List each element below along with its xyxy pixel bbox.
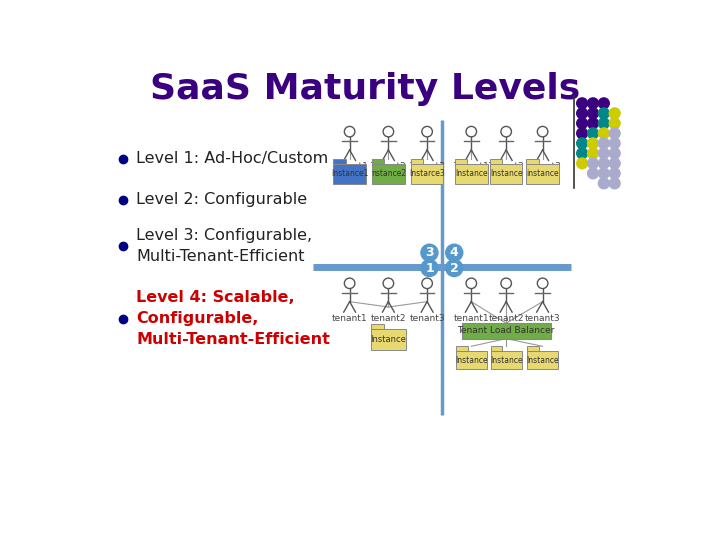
Circle shape <box>609 108 620 119</box>
Circle shape <box>446 260 463 276</box>
FancyBboxPatch shape <box>333 159 346 164</box>
Text: Instance: Instance <box>455 356 487 364</box>
FancyBboxPatch shape <box>526 159 539 164</box>
Text: Instance: Instance <box>490 170 523 178</box>
Circle shape <box>577 98 588 109</box>
Circle shape <box>577 158 588 168</box>
Circle shape <box>609 158 620 168</box>
Text: tenant2: tenant2 <box>371 314 406 323</box>
FancyBboxPatch shape <box>526 164 559 184</box>
Circle shape <box>598 98 609 109</box>
Text: Level 4: Scalable,
Configurable,
Multi-Tenant-Efficient: Level 4: Scalable, Configurable, Multi-T… <box>137 291 330 347</box>
Circle shape <box>577 138 588 148</box>
FancyBboxPatch shape <box>455 159 467 164</box>
FancyBboxPatch shape <box>490 351 522 369</box>
Circle shape <box>577 128 588 139</box>
FancyBboxPatch shape <box>371 324 384 329</box>
Text: nstance2: nstance2 <box>371 170 406 178</box>
Text: Instance: Instance <box>370 335 406 344</box>
Circle shape <box>446 244 463 261</box>
Text: Tenant2: Tenant2 <box>371 162 406 171</box>
Circle shape <box>598 148 609 159</box>
FancyBboxPatch shape <box>372 164 405 184</box>
Text: Instarce3: Instarce3 <box>409 170 445 178</box>
FancyBboxPatch shape <box>456 351 487 369</box>
Circle shape <box>609 168 620 179</box>
Text: Instance: Instance <box>490 356 523 364</box>
FancyBboxPatch shape <box>333 164 366 184</box>
Text: Tenant1: Tenant1 <box>332 162 368 171</box>
Circle shape <box>609 148 620 159</box>
Text: Tenant1: Tenant1 <box>454 162 489 171</box>
FancyBboxPatch shape <box>411 159 423 164</box>
Circle shape <box>577 108 588 119</box>
Text: Instance: Instance <box>455 170 487 178</box>
Circle shape <box>609 178 620 189</box>
Circle shape <box>577 148 588 159</box>
Circle shape <box>609 138 620 148</box>
Text: Instance: Instance <box>526 356 559 364</box>
Text: Instance1: Instance1 <box>331 170 369 178</box>
Text: Tenant3: Tenant3 <box>525 162 561 171</box>
Circle shape <box>598 158 609 168</box>
Circle shape <box>609 118 620 129</box>
Circle shape <box>588 138 598 148</box>
Circle shape <box>421 260 438 276</box>
Circle shape <box>421 244 438 261</box>
FancyBboxPatch shape <box>490 159 503 164</box>
Text: 1: 1 <box>425 261 434 274</box>
Circle shape <box>609 128 620 139</box>
Text: 4: 4 <box>450 246 459 259</box>
Text: tenant1: tenant1 <box>454 314 489 323</box>
Circle shape <box>577 118 588 129</box>
Circle shape <box>598 128 609 139</box>
Text: instance: instance <box>526 170 559 178</box>
Circle shape <box>588 98 598 109</box>
Text: tenant3: tenant3 <box>525 314 560 323</box>
FancyBboxPatch shape <box>411 164 444 184</box>
Circle shape <box>598 108 609 119</box>
Circle shape <box>598 138 609 148</box>
Circle shape <box>588 158 598 168</box>
FancyBboxPatch shape <box>490 346 503 351</box>
Circle shape <box>598 178 609 189</box>
Text: Level 1: Ad-Hoc/Custom: Level 1: Ad-Hoc/Custom <box>137 151 329 166</box>
Text: 3: 3 <box>425 246 433 259</box>
Circle shape <box>588 118 598 129</box>
FancyBboxPatch shape <box>462 323 551 339</box>
Text: tenant2: tenant2 <box>488 314 524 323</box>
Text: Tenant2: Tenant2 <box>488 162 524 171</box>
FancyBboxPatch shape <box>456 346 467 351</box>
FancyBboxPatch shape <box>527 346 539 351</box>
FancyBboxPatch shape <box>371 329 406 350</box>
Circle shape <box>598 118 609 129</box>
Text: Level 3: Configurable,
Multi-Tenant-Efficient: Level 3: Configurable, Multi-Tenant-Effi… <box>137 228 312 264</box>
FancyBboxPatch shape <box>490 164 523 184</box>
Circle shape <box>588 128 598 139</box>
FancyBboxPatch shape <box>372 159 384 164</box>
Text: SaaS Maturity Levels: SaaS Maturity Levels <box>150 72 580 106</box>
Circle shape <box>588 108 598 119</box>
Circle shape <box>588 148 598 159</box>
Text: tenant3: tenant3 <box>409 314 445 323</box>
FancyBboxPatch shape <box>455 164 487 184</box>
Text: Level 2: Configurable: Level 2: Configurable <box>137 192 307 207</box>
FancyBboxPatch shape <box>527 351 558 369</box>
Text: Tenant3: Tenant3 <box>409 162 445 171</box>
Text: 2: 2 <box>450 261 459 274</box>
Text: tenant1: tenant1 <box>332 314 367 323</box>
Text: Tenant Load Balancer: Tenant Load Balancer <box>457 326 555 335</box>
Circle shape <box>598 168 609 179</box>
Circle shape <box>588 168 598 179</box>
